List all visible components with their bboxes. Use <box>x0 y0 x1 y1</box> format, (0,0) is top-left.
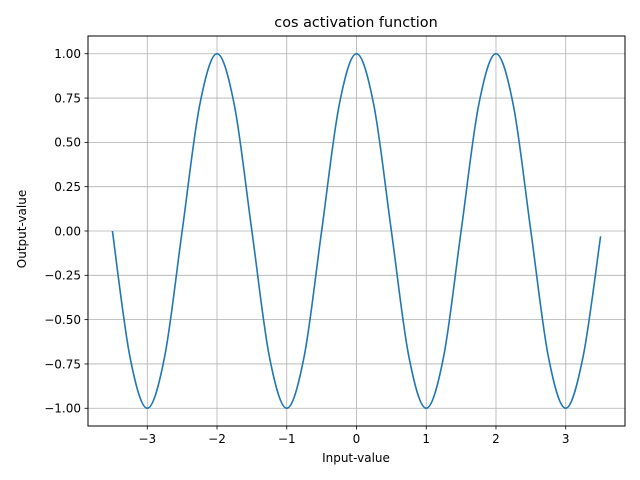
y-tick-label: −0.50 <box>44 313 81 327</box>
grid <box>88 36 625 426</box>
y-axis-label: Output-value <box>15 190 29 268</box>
y-tick-label: 0.00 <box>54 224 81 238</box>
x-tick-label: −3 <box>138 432 156 446</box>
x-tick-label: −2 <box>208 432 226 446</box>
x-axis-ticks: −3 −2 −1 0 1 2 3 <box>138 426 570 446</box>
y-tick-label: −0.75 <box>44 357 81 371</box>
y-tick-label: 0.50 <box>54 136 81 150</box>
x-tick-label: 2 <box>492 432 500 446</box>
y-tick-label: 0.25 <box>54 180 81 194</box>
chart-title: cos activation function <box>274 15 437 31</box>
cos-series-line <box>111 52 602 410</box>
y-tick-label: −1.00 <box>44 402 81 416</box>
x-tick-label: 1 <box>422 432 430 446</box>
y-tick-label: 0.75 <box>54 91 81 105</box>
x-tick-label: 3 <box>562 432 570 446</box>
y-tick-label: −0.25 <box>44 269 81 283</box>
series-layer <box>111 52 602 410</box>
x-tick-label: 0 <box>353 432 361 446</box>
x-tick-label: −1 <box>278 432 296 446</box>
x-axis-label: Input-value <box>322 451 390 465</box>
y-axis-ticks: −1.00 −0.75 −0.50 −0.25 0.00 0.25 0.50 0.75 1.00 <box>44 47 88 416</box>
y-tick-label: 1.00 <box>54 47 81 61</box>
